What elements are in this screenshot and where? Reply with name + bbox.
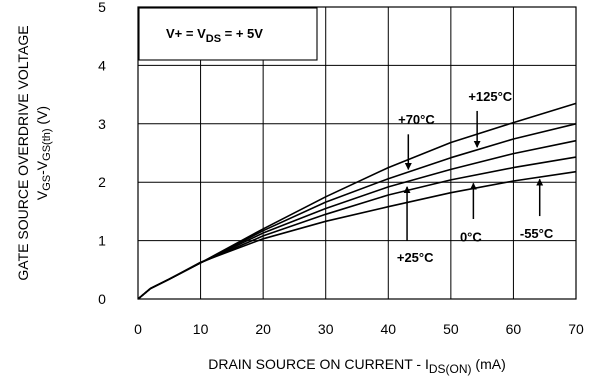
x-tick-label-20: 20 [255, 321, 271, 337]
annotation-label-4: -55°C [520, 226, 554, 241]
y-tick-label-3: 3 [98, 116, 106, 132]
annotations: +125°C +70°C +25°C 0°C -55°C [397, 89, 554, 265]
condition-box [138, 7, 318, 61]
condition-label: V+ = VDS = + 5V [166, 26, 263, 45]
x-tick-label-0: 0 [134, 321, 142, 337]
plot-frame [137, 6, 577, 300]
x-tick-label-70: 70 [568, 321, 584, 337]
x-axis-label-sub: DS(ON) [429, 362, 472, 376]
y-axis-label-line1: GATE SOURCE OVERDRIVE VOLTAGE [15, 25, 31, 280]
annotation-label-3: 0°C [460, 230, 482, 245]
y-axis-label-v1: V [34, 190, 50, 200]
x-tick-label-50: 50 [443, 321, 459, 337]
series-line-4 [137, 170, 577, 300]
condition-prefix: V+ = V [166, 26, 206, 41]
x-axis-label: DRAIN SOURCE ON CURRENT - IDS(ON) (mA) [208, 356, 506, 376]
y-axis-label-sub1: GS [41, 175, 53, 191]
condition-suffix: = + 5V [221, 26, 263, 41]
series-group [137, 102, 577, 300]
x-axis-label-unit: (mA) [472, 356, 506, 372]
y-tick-label-2: 2 [98, 174, 106, 190]
x-tick-label-10: 10 [193, 321, 209, 337]
y-axis-label-line2: VGS-VGS(th) (V) [34, 106, 53, 200]
x-tick-label-60: 60 [506, 321, 522, 337]
x-axis-label-main: DRAIN SOURCE ON CURRENT - I [208, 356, 429, 372]
annotation-label-1: +70°C [398, 112, 435, 127]
tick-labels: 0 10 20 30 40 50 60 70 0 1 2 3 4 5 [98, 0, 584, 337]
condition-sub: DS [206, 33, 221, 45]
annotation-label-2: +25°C [397, 250, 434, 265]
y-tick-label-5: 5 [98, 0, 106, 15]
annotation-label-0: +125°C [468, 89, 512, 104]
y-axis-label-v2: -V [34, 160, 50, 175]
y-axis-label-sub2: GS(th) [41, 128, 53, 160]
y-tick-label-0: 0 [98, 291, 106, 307]
y-tick-label-4: 4 [98, 57, 106, 73]
y-tick-label-1: 1 [98, 233, 106, 249]
x-tick-label-40: 40 [380, 321, 396, 337]
y-axis-label-unit: (V) [34, 106, 50, 129]
x-tick-label-30: 30 [318, 321, 334, 337]
